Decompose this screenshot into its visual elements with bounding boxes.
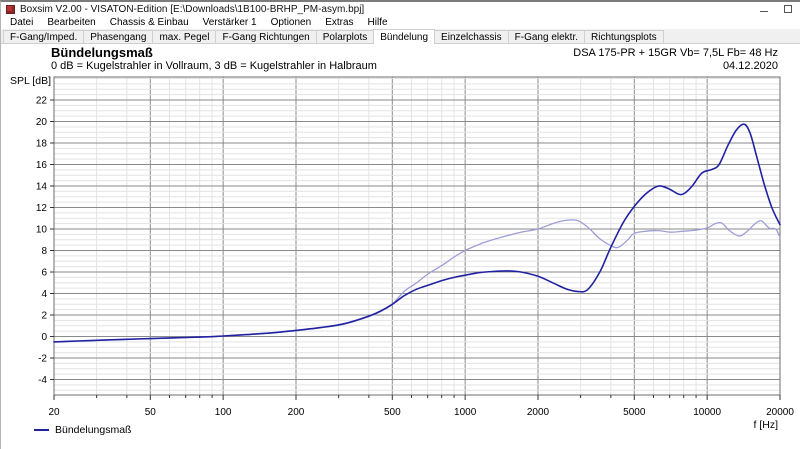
menu-chassis-einbau[interactable]: Chassis & Einbau	[109, 17, 189, 28]
y-tick-label: 12	[36, 203, 48, 214]
y-tick-label: 14	[36, 182, 48, 193]
tab-f-gang-imped[interactable]: F-Gang/Imped.	[3, 30, 85, 43]
x-tick-label: 10000	[693, 407, 721, 418]
x-axis-label: f [Hz]	[753, 419, 778, 431]
y-tick-label: 2	[41, 311, 47, 322]
tab-f-gang-richtungen[interactable]: F-Gang Richtungen	[215, 30, 317, 43]
menu-extras[interactable]: Extras	[325, 17, 354, 28]
tab-bar: F-Gang/Imped. Phasengang max. Pegel F-Gang …	[1, 29, 800, 44]
series-line-bündelungsmaß	[53, 123, 781, 343]
minimize-button[interactable]	[752, 3, 776, 15]
config-summary: DSA 175-PR + 15GR Vb= 7,5L Fb= 48 Hz	[573, 47, 778, 59]
bundelungsmass-chart: 20 50 100 200 500 1000 2000 5000 10000 2000022201…	[10, 75, 794, 431]
minimize-icon	[760, 10, 768, 12]
window-title: Boxsim V2.00 - VISATON-Edition [E:\Downl…	[20, 3, 365, 15]
maximize-button[interactable]	[776, 3, 800, 15]
chart-subtitle: 0 dB = Kugelstrahler in Vollraum, 3 dB =…	[51, 60, 377, 72]
y-tick-label: 0	[41, 332, 47, 343]
y-tick-label: 6	[41, 268, 47, 279]
y-tick-label: 10	[36, 225, 48, 236]
y-tick-label: 16	[36, 160, 48, 171]
x-tick-label: 50	[145, 407, 157, 418]
x-tick-label: 20	[48, 407, 60, 418]
y-tick-label: 4	[41, 289, 47, 300]
tab-f-gang-elektr[interactable]: F-Gang elektr.	[507, 30, 585, 43]
menu-optionen[interactable]: Optionen	[270, 17, 312, 28]
chart-pane: Bündelungsmaß 0 dB = Kugelstrahler in Vo…	[1, 44, 800, 449]
menu-bar: Datei Bearbeiten Chassis & Einbau Verstärke…	[1, 16, 800, 29]
chart-title: Bündelungsmaß	[51, 45, 153, 60]
tab-richtungsplots[interactable]: Richtungsplots	[584, 30, 664, 43]
tab-phasengang[interactable]: Phasengang	[83, 30, 154, 43]
x-tick-label: 1000	[454, 407, 477, 418]
window-controls	[752, 2, 800, 16]
menu-datei[interactable]: Datei	[10, 17, 34, 28]
y-tick-label: 8	[41, 246, 47, 257]
menu-hilfe[interactable]: Hilfe	[367, 17, 388, 28]
x-tick-label: 5000	[623, 407, 646, 418]
y-tick-label: 18	[36, 139, 48, 150]
menu-verstärker-1[interactable]: Verstärker 1	[202, 17, 257, 28]
y-tick-label: -4	[38, 375, 47, 386]
y-tick-label: 22	[36, 96, 48, 107]
tab-max-pegel[interactable]: max. Pegel	[152, 30, 217, 43]
date-label: 04.12.2020	[722, 60, 778, 72]
x-tick-label: 20000	[766, 407, 794, 418]
app-icon	[6, 4, 15, 14]
title-bar: Boxsim V2.00 - VISATON-Edition [E:\Downl…	[1, 2, 800, 16]
tab-bündelung[interactable]: Bündelung	[373, 29, 436, 44]
menu-bearbeiten[interactable]: Bearbeiten	[47, 17, 96, 28]
y-tick-label: -2	[38, 354, 47, 365]
tab-polarplots[interactable]: Polarplots	[315, 30, 375, 43]
legend-line-icon	[34, 429, 49, 431]
legend-label: Bündelungsmaß	[55, 424, 132, 436]
tab-einzelchassis[interactable]: Einzelchassis	[434, 30, 509, 43]
series-line-secondary	[53, 219, 781, 343]
x-tick-label: 500	[384, 407, 401, 418]
x-tick-label: 2000	[527, 407, 550, 418]
x-tick-label: 200	[288, 407, 305, 418]
x-tick-label: 100	[215, 407, 232, 418]
y-axis-label: SPL [dB]	[10, 75, 51, 87]
y-tick-label: 20	[36, 117, 48, 128]
maximize-icon	[784, 5, 792, 13]
legend: Bündelungsmaß	[34, 424, 131, 436]
